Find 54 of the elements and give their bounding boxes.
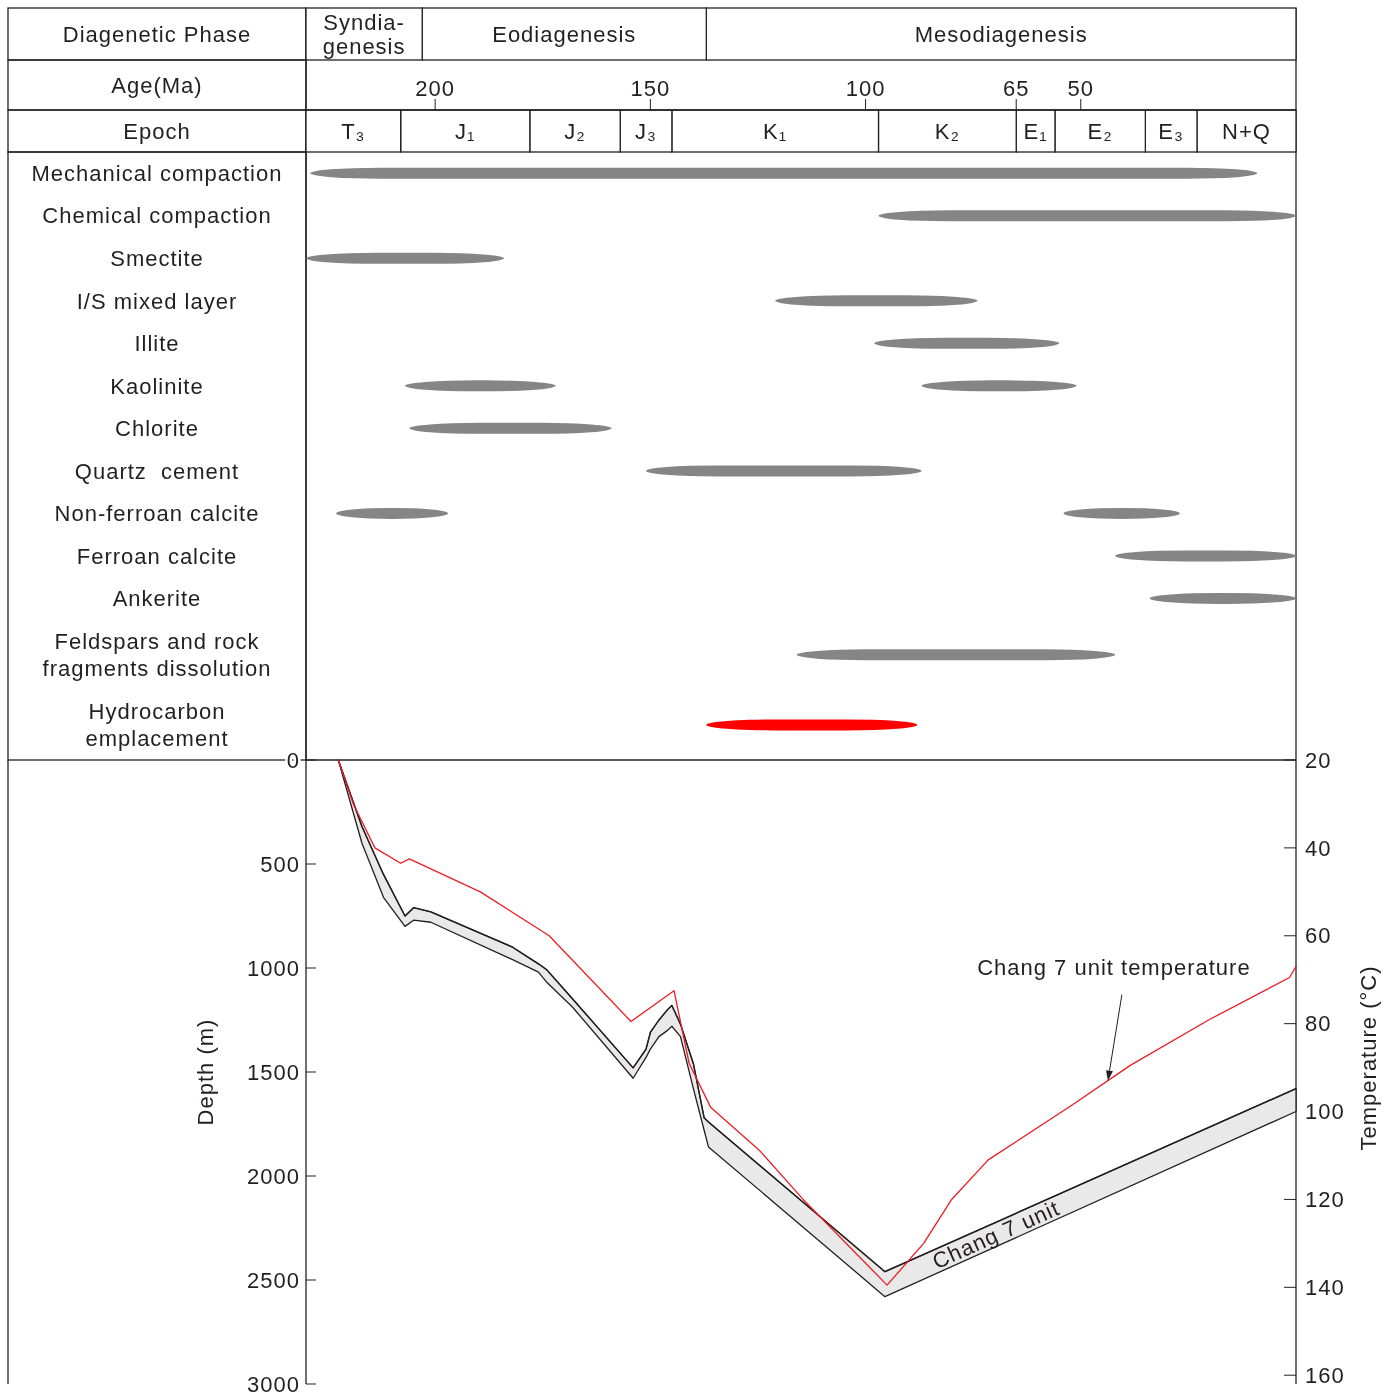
- y2-tick-label: 40: [1305, 835, 1332, 861]
- x-tick-label: 65: [1002, 76, 1030, 101]
- y2-tick-label: 60: [1305, 923, 1332, 949]
- series-label: J₂: [564, 118, 586, 144]
- text: Chang 7 unit: [928, 1195, 1064, 1274]
- y2-tick-label: 120: [1305, 1187, 1345, 1213]
- y2-tick-label: 80: [1305, 1011, 1332, 1037]
- x-tick-label: 50: [1067, 76, 1095, 101]
- series-label: Mesodiagenesis: [914, 21, 1088, 47]
- series-label: K₂: [934, 118, 960, 144]
- y-tick-label: Epoch: [123, 118, 191, 144]
- y-tick-label: Chlorite: [115, 416, 199, 442]
- y-tick-label: I/S mixed layer: [76, 288, 238, 314]
- y-tick-label: Kaolinite: [110, 373, 204, 399]
- bar: [878, 210, 1296, 222]
- series-label: J₁: [455, 118, 476, 144]
- y-tick-label: Quartz cement: [74, 458, 240, 484]
- y-tick-label: Feldspars and rock fragments dissolution: [42, 628, 272, 681]
- y-tick-label: 500: [260, 851, 300, 877]
- series-label: E₁: [1023, 118, 1048, 144]
- y-tick-label: Diagenetic Phase: [62, 21, 252, 47]
- series-label: Chang 7 unit temperature: [977, 954, 1251, 980]
- y2-tick-label: 100: [1305, 1099, 1345, 1125]
- series-label: J₃: [635, 118, 658, 144]
- y-tick-label: 1500: [247, 1059, 300, 1085]
- y2-axis-title: Temperature (°C): [1355, 965, 1381, 1151]
- y-tick-label: Ankerite: [112, 586, 202, 612]
- series-label: E₂: [1087, 118, 1113, 144]
- series-label: K₁: [763, 118, 788, 144]
- series-label: T₃: [341, 118, 366, 144]
- y-tick-label: 2000: [247, 1163, 300, 1189]
- y2-tick-label: 20: [1305, 747, 1332, 773]
- y2-tick-label: 160: [1305, 1362, 1345, 1388]
- y-axis-title: Depth (m): [192, 1018, 218, 1126]
- y-tick-label: Hydrocarbon emplacement: [85, 699, 229, 752]
- y-tick-label: 3000: [247, 1371, 300, 1397]
- x-tick-label: 150: [630, 76, 671, 101]
- y-tick-label: Mechanical compaction: [31, 160, 283, 186]
- y-tick-label: Non-ferroan calcite: [54, 501, 260, 527]
- series-label: E₃: [1158, 118, 1184, 144]
- y-tick-label: Illite: [134, 331, 180, 357]
- x-tick-label: 200: [415, 76, 455, 101]
- series-label: Syndia-genesis: [322, 9, 406, 59]
- y-tick-label: Ferroan calcite: [76, 543, 238, 569]
- y-tick-label: 2500: [247, 1267, 300, 1293]
- x-axis-title: Age(Ma): [111, 72, 203, 98]
- x-tick-label: 100: [845, 76, 886, 101]
- y-tick-label: 1000: [247, 955, 300, 981]
- series-label: N+Q: [1222, 118, 1271, 144]
- y-tick-label: Chemical compaction: [42, 203, 272, 229]
- y2-tick-label: 140: [1305, 1275, 1345, 1301]
- series-label: Eodiagenesis: [492, 21, 637, 47]
- bar: [310, 167, 1258, 179]
- y-tick-label: Smectite: [110, 245, 204, 271]
